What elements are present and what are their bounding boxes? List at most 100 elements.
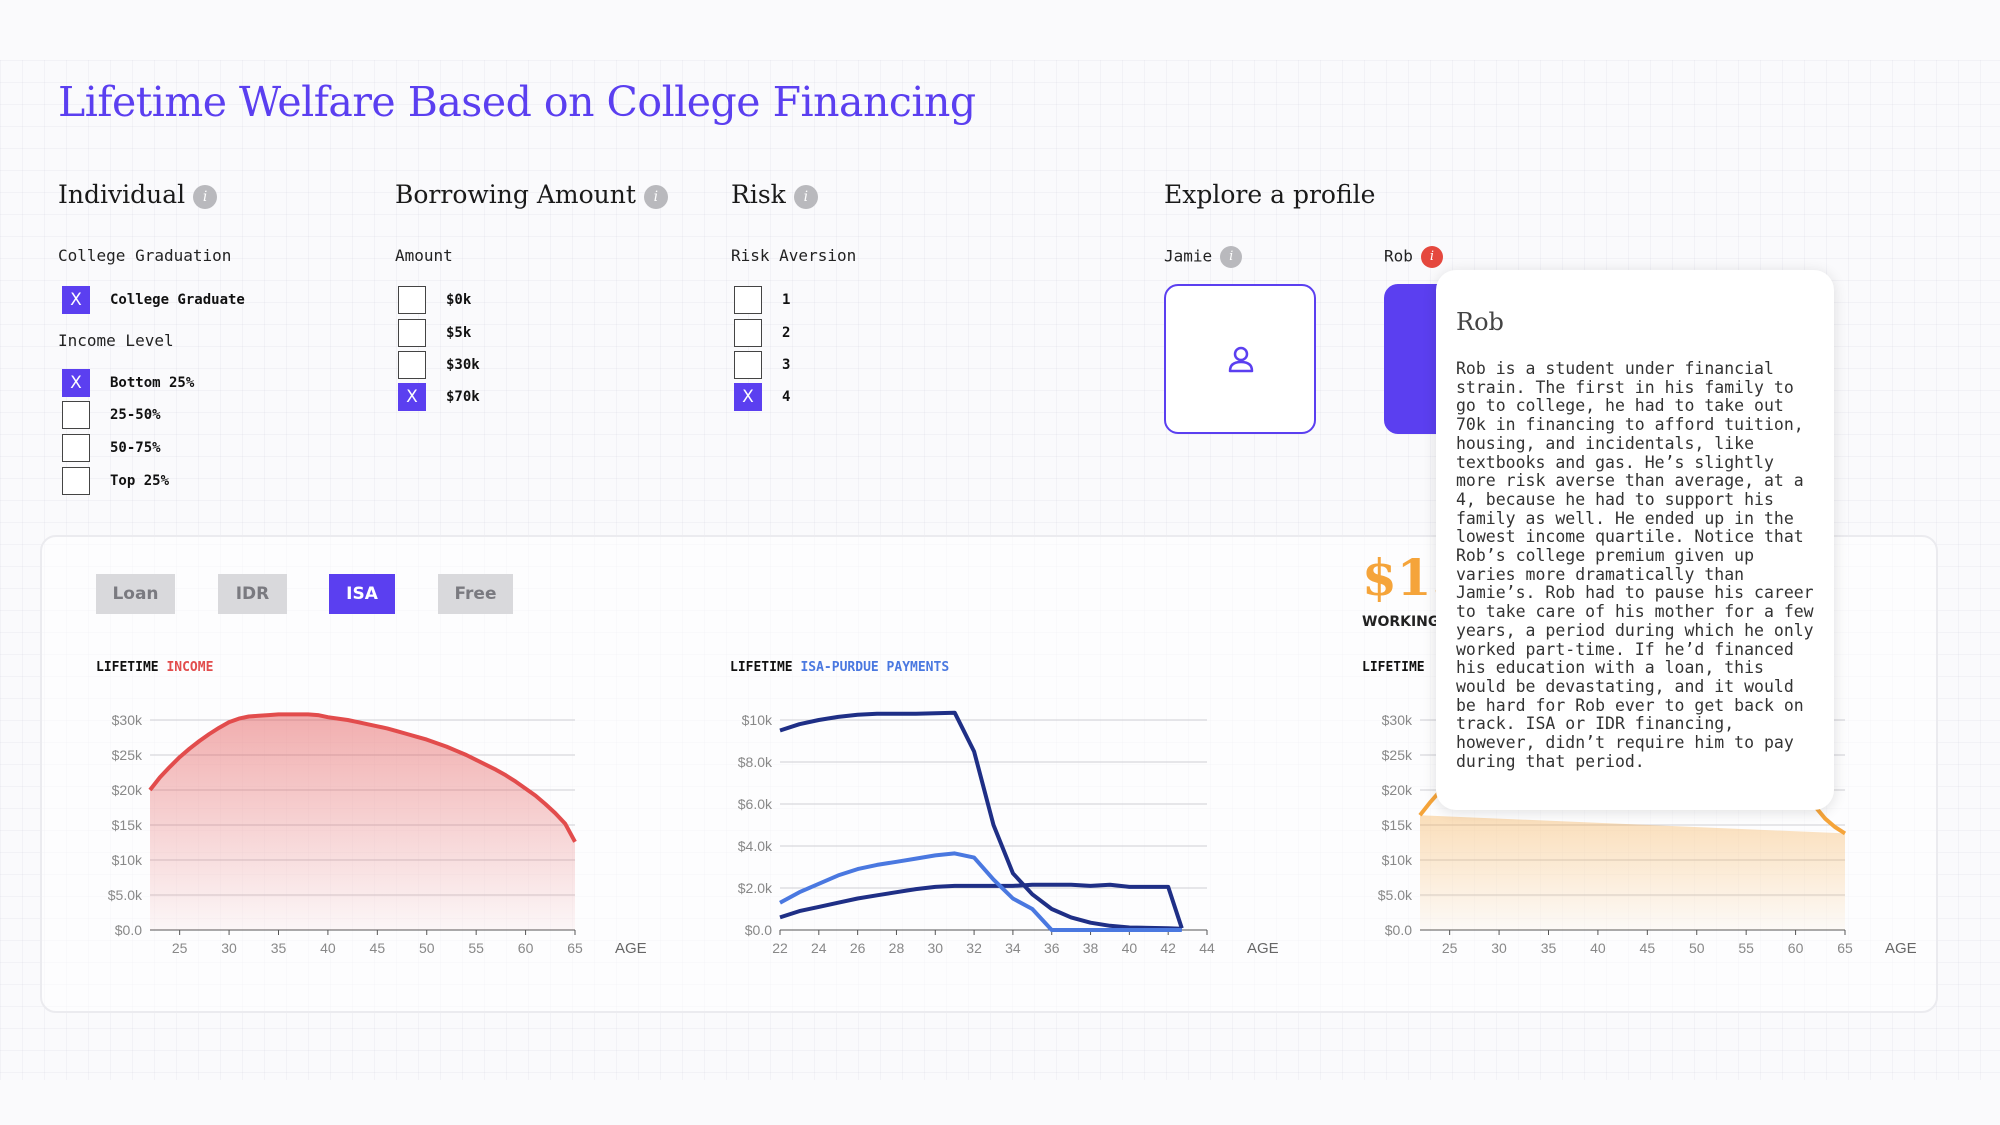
checkbox-box[interactable] <box>62 401 90 429</box>
checkbox-amount-30k[interactable]: $30k <box>398 351 480 379</box>
checkbox-label: 2 <box>782 325 791 341</box>
tab-loan[interactable]: Loan <box>96 574 175 614</box>
y-tick-label: $8.0k <box>738 754 773 770</box>
working-label: WORKING <box>1362 614 1440 630</box>
x-tick-label: 24 <box>811 940 827 956</box>
checkbox-risk-2[interactable]: 2 <box>734 319 790 347</box>
x-tick-label: 26 <box>850 940 866 956</box>
checkbox-label: $0k <box>446 292 472 308</box>
y-tick-label: $0.0 <box>745 922 772 938</box>
checkbox-amount-5k[interactable]: $5k <box>398 319 471 347</box>
checkbox-income-top-25[interactable]: Top 25% <box>62 467 169 495</box>
y-tick-label: $0.0 <box>115 922 142 938</box>
checkbox-label: 4 <box>782 389 791 405</box>
y-tick-label: $30k <box>1382 712 1413 728</box>
x-tick-label: 34 <box>1005 940 1021 956</box>
checkbox-risk-4[interactable]: X 4 <box>734 383 790 411</box>
x-axis-label: AGE <box>1247 940 1279 957</box>
checkbox-risk-1[interactable]: 1 <box>734 286 790 314</box>
x-tick-label: 30 <box>221 940 237 956</box>
risk-heading-text: Risk <box>731 180 786 209</box>
x-tick-label: 38 <box>1083 940 1099 956</box>
borrowing-heading-text: Borrowing Amount <box>395 180 636 209</box>
checkbox-income-bottom-25[interactable]: X Bottom 25% <box>62 369 194 397</box>
y-tick-label: $10k <box>1382 852 1413 868</box>
checkbox-box[interactable] <box>62 434 90 462</box>
checkbox-box[interactable]: X <box>62 286 90 314</box>
x-tick-label: 28 <box>889 940 905 956</box>
checkbox-income-25-50[interactable]: 25-50% <box>62 401 161 429</box>
income-line <box>148 712 577 843</box>
profile-tooltip: Rob Rob is a student under financial str… <box>1436 270 1834 810</box>
checkbox-box[interactable] <box>398 286 426 314</box>
x-tick-label: 50 <box>1689 940 1705 956</box>
checkbox-label: 1 <box>782 292 791 308</box>
x-axis-label: AGE <box>615 940 647 957</box>
checkbox-box[interactable]: X <box>62 369 90 397</box>
checkbox-box[interactable]: X <box>398 383 426 411</box>
checkbox-box[interactable]: X <box>734 383 762 411</box>
profile-label-rob: Rob i <box>1384 246 1443 268</box>
rob-info-icon[interactable]: i <box>1420 246 1443 268</box>
checkbox-risk-3[interactable]: 3 <box>734 351 790 379</box>
checkbox-box[interactable] <box>734 351 762 379</box>
y-tick-label: $10k <box>742 712 773 728</box>
x-axis-label: AGE <box>1885 940 1917 957</box>
profile-card-jamie[interactable] <box>1164 284 1316 434</box>
x-tick-label: 30 <box>1491 940 1507 956</box>
risk-heading: Risk i <box>731 180 818 209</box>
checkbox-label: Top 25% <box>110 473 170 489</box>
amount-label: Amount <box>395 246 453 265</box>
payments-line-2 <box>779 882 1184 929</box>
user-icon <box>1228 346 1254 373</box>
borrowing-heading: Borrowing Amount i <box>395 180 668 209</box>
checkbox-amount-70k[interactable]: X $70k <box>398 383 480 411</box>
college-graduation-label: College Graduation <box>58 246 232 265</box>
checkbox-label: $30k <box>446 357 480 373</box>
checkbox-college-graduate[interactable]: X College Graduate <box>62 286 245 314</box>
x-tick-label: 35 <box>271 940 287 956</box>
right-income-line-end <box>1813 805 1847 836</box>
checkbox-label: 50-75% <box>110 440 161 456</box>
individual-heading: Individual i <box>58 180 218 209</box>
chart-title-highlight: ISA-PURDUE PAYMENTS <box>800 660 950 675</box>
x-tick-label: 32 <box>966 940 982 956</box>
right-income-area <box>1420 815 1845 930</box>
y-tick-label: $0.0 <box>1385 922 1412 938</box>
checkbox-amount-0k[interactable]: $0k <box>398 286 471 314</box>
income-level-label: Income Level <box>58 331 174 350</box>
checkbox-income-50-75[interactable]: 50-75% <box>62 434 161 462</box>
tab-free[interactable]: Free <box>438 574 513 614</box>
tab-isa[interactable]: ISA <box>329 574 395 614</box>
chart-right-title: LIFETIME <box>1362 660 1425 675</box>
x-tick-label: 40 <box>1590 940 1606 956</box>
x-tick-label: 60 <box>518 940 534 956</box>
x-tick-label: 35 <box>1541 940 1557 956</box>
checkbox-label: 25-50% <box>110 407 161 423</box>
chart-title-prefix: LIFETIME <box>730 660 801 675</box>
checkbox-box[interactable] <box>734 319 762 347</box>
risk-info-icon[interactable]: i <box>793 184 818 209</box>
y-tick-label: $5.0k <box>108 887 143 903</box>
jamie-info-icon[interactable]: i <box>1220 246 1243 268</box>
x-tick-label: 30 <box>927 940 943 956</box>
x-tick-label: 25 <box>172 940 188 956</box>
x-tick-label: 65 <box>1837 940 1853 956</box>
checkbox-box[interactable] <box>62 467 90 495</box>
checkbox-box[interactable] <box>398 319 426 347</box>
profile-name-rob: Rob <box>1384 246 1413 266</box>
x-tick-label: 65 <box>567 940 583 956</box>
y-tick-label: $20k <box>112 782 143 798</box>
individual-heading-text: Individual <box>58 180 186 209</box>
tooltip-body: Rob is a student under financial strain.… <box>1456 359 1814 771</box>
x-tick-label: 25 <box>1442 940 1458 956</box>
chart-title-highlight: INCOME <box>166 660 214 675</box>
payments-chart: $0.0 $2.0k $4.0k $6.0k $8.0k $10k 22 24 26 28 30 32… <box>738 710 1279 957</box>
individual-info-icon[interactable]: i <box>193 184 218 209</box>
checkbox-box[interactable] <box>398 351 426 379</box>
checkbox-box[interactable] <box>734 286 762 314</box>
payments-line-1 <box>779 710 1182 931</box>
tab-idr[interactable]: IDR <box>218 574 287 614</box>
borrowing-info-icon[interactable]: i <box>643 184 668 209</box>
x-tick-label: 36 <box>1044 940 1060 956</box>
